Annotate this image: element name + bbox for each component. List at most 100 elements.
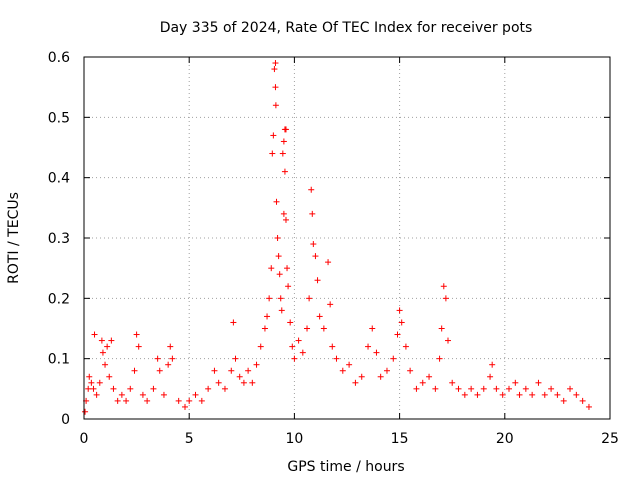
data-point: [278, 307, 285, 314]
data-point: [169, 355, 176, 362]
data-point: [123, 397, 130, 404]
ticks-layer: 0 5 10 15 20 25 0 0.1 0.2 0.3 0.4 0.5 0.6: [48, 50, 619, 447]
data-point: [230, 319, 237, 326]
y-tick-label: 0.1: [48, 352, 70, 368]
data-point: [102, 361, 109, 368]
data-point: [282, 126, 289, 133]
data-point: [211, 367, 218, 374]
data-point: [270, 132, 277, 139]
data-point: [289, 343, 296, 350]
data-point: [579, 397, 586, 404]
data-point: [314, 277, 321, 284]
points-layer: [82, 60, 592, 415]
data-point: [257, 343, 264, 350]
data-point: [474, 391, 481, 398]
data-point: [306, 295, 313, 302]
data-point: [377, 373, 384, 380]
data-point: [312, 253, 319, 260]
data-point: [150, 385, 157, 392]
x-tick-label: 20: [496, 431, 514, 447]
data-point: [272, 102, 279, 109]
data-point: [468, 385, 475, 392]
y-tick-label: 0.4: [48, 171, 70, 187]
data-point: [436, 355, 443, 362]
data-point: [320, 325, 327, 332]
data-point: [205, 385, 212, 392]
data-point: [110, 385, 117, 392]
data-point: [499, 391, 506, 398]
data-point: [522, 385, 529, 392]
data-point: [419, 379, 426, 386]
data-point: [339, 367, 346, 374]
data-point: [449, 379, 456, 386]
data-point: [93, 391, 100, 398]
data-point: [529, 391, 536, 398]
data-point: [275, 253, 282, 260]
data-point: [280, 138, 287, 145]
data-point: [91, 331, 98, 338]
data-point: [489, 361, 496, 368]
data-point: [271, 66, 278, 73]
data-point: [144, 397, 151, 404]
data-point: [215, 379, 222, 386]
data-point: [131, 367, 138, 374]
data-point: [432, 385, 439, 392]
chart-title: Day 335 of 2024, Rate Of TEC Index for r…: [160, 20, 533, 36]
data-point: [440, 283, 447, 290]
data-point: [325, 259, 332, 266]
x-tick-label: 15: [391, 431, 409, 447]
data-point: [493, 385, 500, 392]
data-point: [369, 325, 376, 332]
data-point: [135, 343, 142, 350]
data-point: [261, 325, 268, 332]
data-point: [82, 408, 89, 415]
data-point: [394, 331, 401, 338]
y-tick-label: 0.5: [48, 110, 70, 126]
data-point: [114, 397, 121, 404]
grid-layer: [84, 57, 610, 419]
data-point: [426, 373, 433, 380]
data-point: [329, 343, 336, 350]
y-tick-label: 0.2: [48, 291, 70, 307]
data-point: [98, 337, 105, 344]
data-point: [245, 367, 252, 374]
data-point: [455, 385, 462, 392]
data-point: [160, 391, 167, 398]
data-point: [236, 373, 243, 380]
y-axis-label: ROTI / TECUs: [6, 192, 22, 284]
data-point: [192, 391, 199, 398]
data-point: [273, 198, 280, 205]
data-point: [373, 349, 380, 356]
data-point: [264, 313, 271, 320]
data-point: [221, 385, 228, 392]
y-tick-label: 0.6: [48, 50, 70, 66]
data-point: [99, 349, 106, 356]
data-point: [228, 367, 235, 374]
data-point: [108, 337, 115, 344]
data-point: [573, 391, 580, 398]
data-point: [413, 385, 420, 392]
x-axis-label: GPS time / hours: [287, 459, 404, 475]
data-point: [291, 355, 298, 362]
data-point: [541, 391, 548, 398]
data-point: [127, 385, 134, 392]
data-point: [365, 343, 372, 350]
data-point: [139, 391, 146, 398]
data-point: [567, 385, 574, 392]
data-point: [249, 379, 256, 386]
data-point: [106, 373, 113, 380]
data-point: [154, 355, 161, 362]
data-point: [480, 385, 487, 392]
data-point: [516, 391, 523, 398]
data-point: [282, 216, 289, 223]
data-point: [383, 367, 390, 374]
data-point: [285, 283, 292, 290]
data-point: [548, 385, 555, 392]
data-point: [284, 265, 291, 272]
data-point: [560, 397, 567, 404]
data-point: [232, 355, 239, 362]
data-point: [398, 319, 405, 326]
data-point: [358, 373, 365, 380]
data-point: [279, 150, 286, 157]
